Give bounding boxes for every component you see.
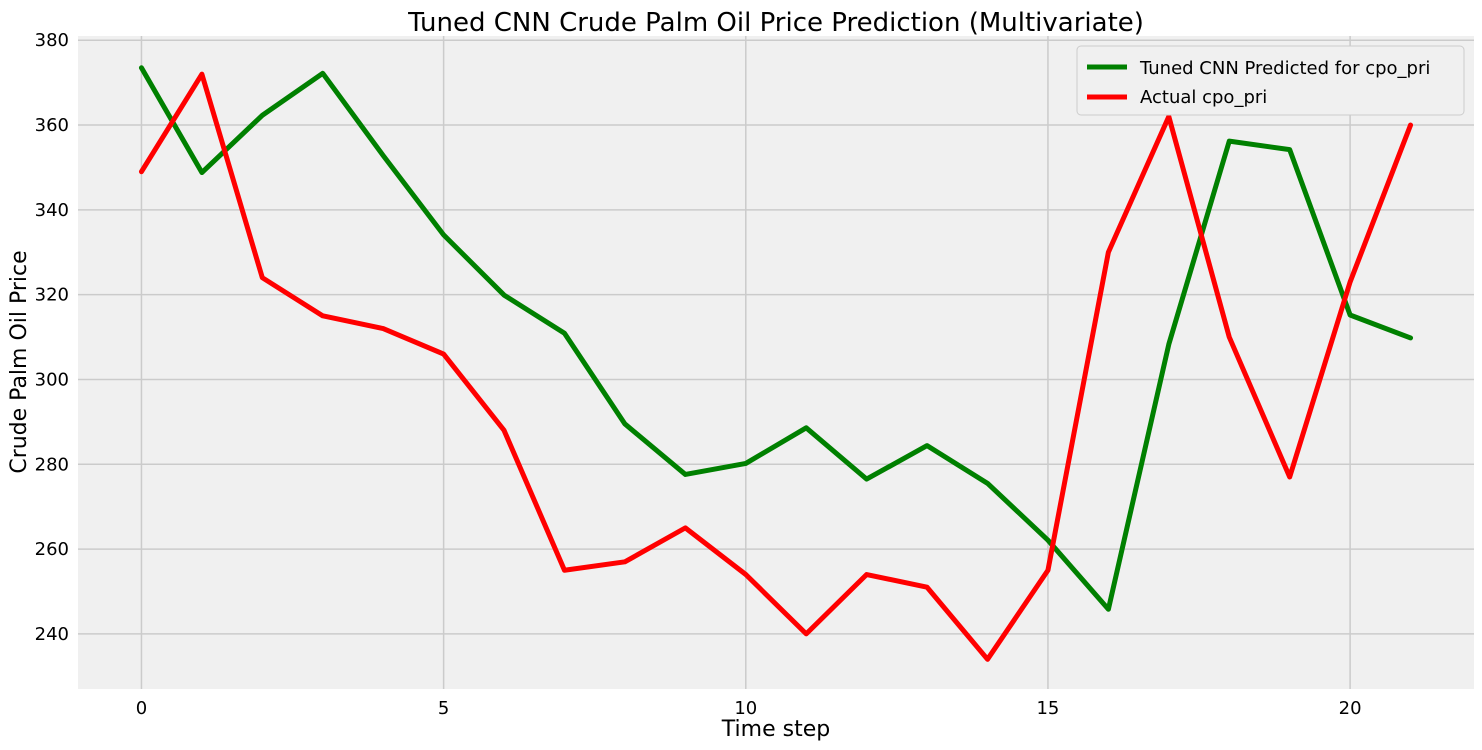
legend-label-actual: Actual cpo_pri [1140, 87, 1267, 108]
legend: Tuned CNN Predicted for cpo_pri Actual c… [1076, 45, 1465, 116]
x-tick-labels: 0 5 10 15 20 [136, 698, 1362, 719]
x-tick-label: 20 [1339, 698, 1362, 719]
y-tick-label: 280 [35, 454, 69, 475]
legend-label-predicted: Tuned CNN Predicted for cpo_pri [1139, 58, 1430, 79]
y-tick-label: 260 [35, 539, 69, 560]
series-layer [138, 65, 1414, 662]
grid-lines [78, 36, 1474, 689]
y-tick-label: 380 [35, 30, 69, 51]
x-tick-label: 5 [438, 698, 449, 719]
y-tick-label: 300 [35, 369, 69, 390]
legend-box [1076, 45, 1465, 116]
chart-title: Tuned CNN Crude Palm Oil Price Predictio… [407, 8, 1144, 38]
series-line-actual [138, 71, 1414, 662]
y-tick-label: 240 [35, 624, 69, 645]
y-tick-label: 320 [35, 285, 69, 306]
x-tick-label: 0 [136, 698, 147, 719]
x-tick-label: 10 [734, 698, 757, 719]
y-tick-labels: 240 260 280 300 320 340 360 380 [35, 30, 69, 645]
y-axis-label: Crude Palm Oil Price [7, 250, 32, 473]
x-tick-label: 15 [1036, 698, 1059, 719]
plot-area [78, 36, 1474, 689]
series-line-predicted [138, 65, 1414, 612]
y-tick-label: 340 [35, 200, 69, 221]
x-axis-label: Time step [721, 717, 830, 742]
y-tick-label: 360 [35, 115, 69, 136]
